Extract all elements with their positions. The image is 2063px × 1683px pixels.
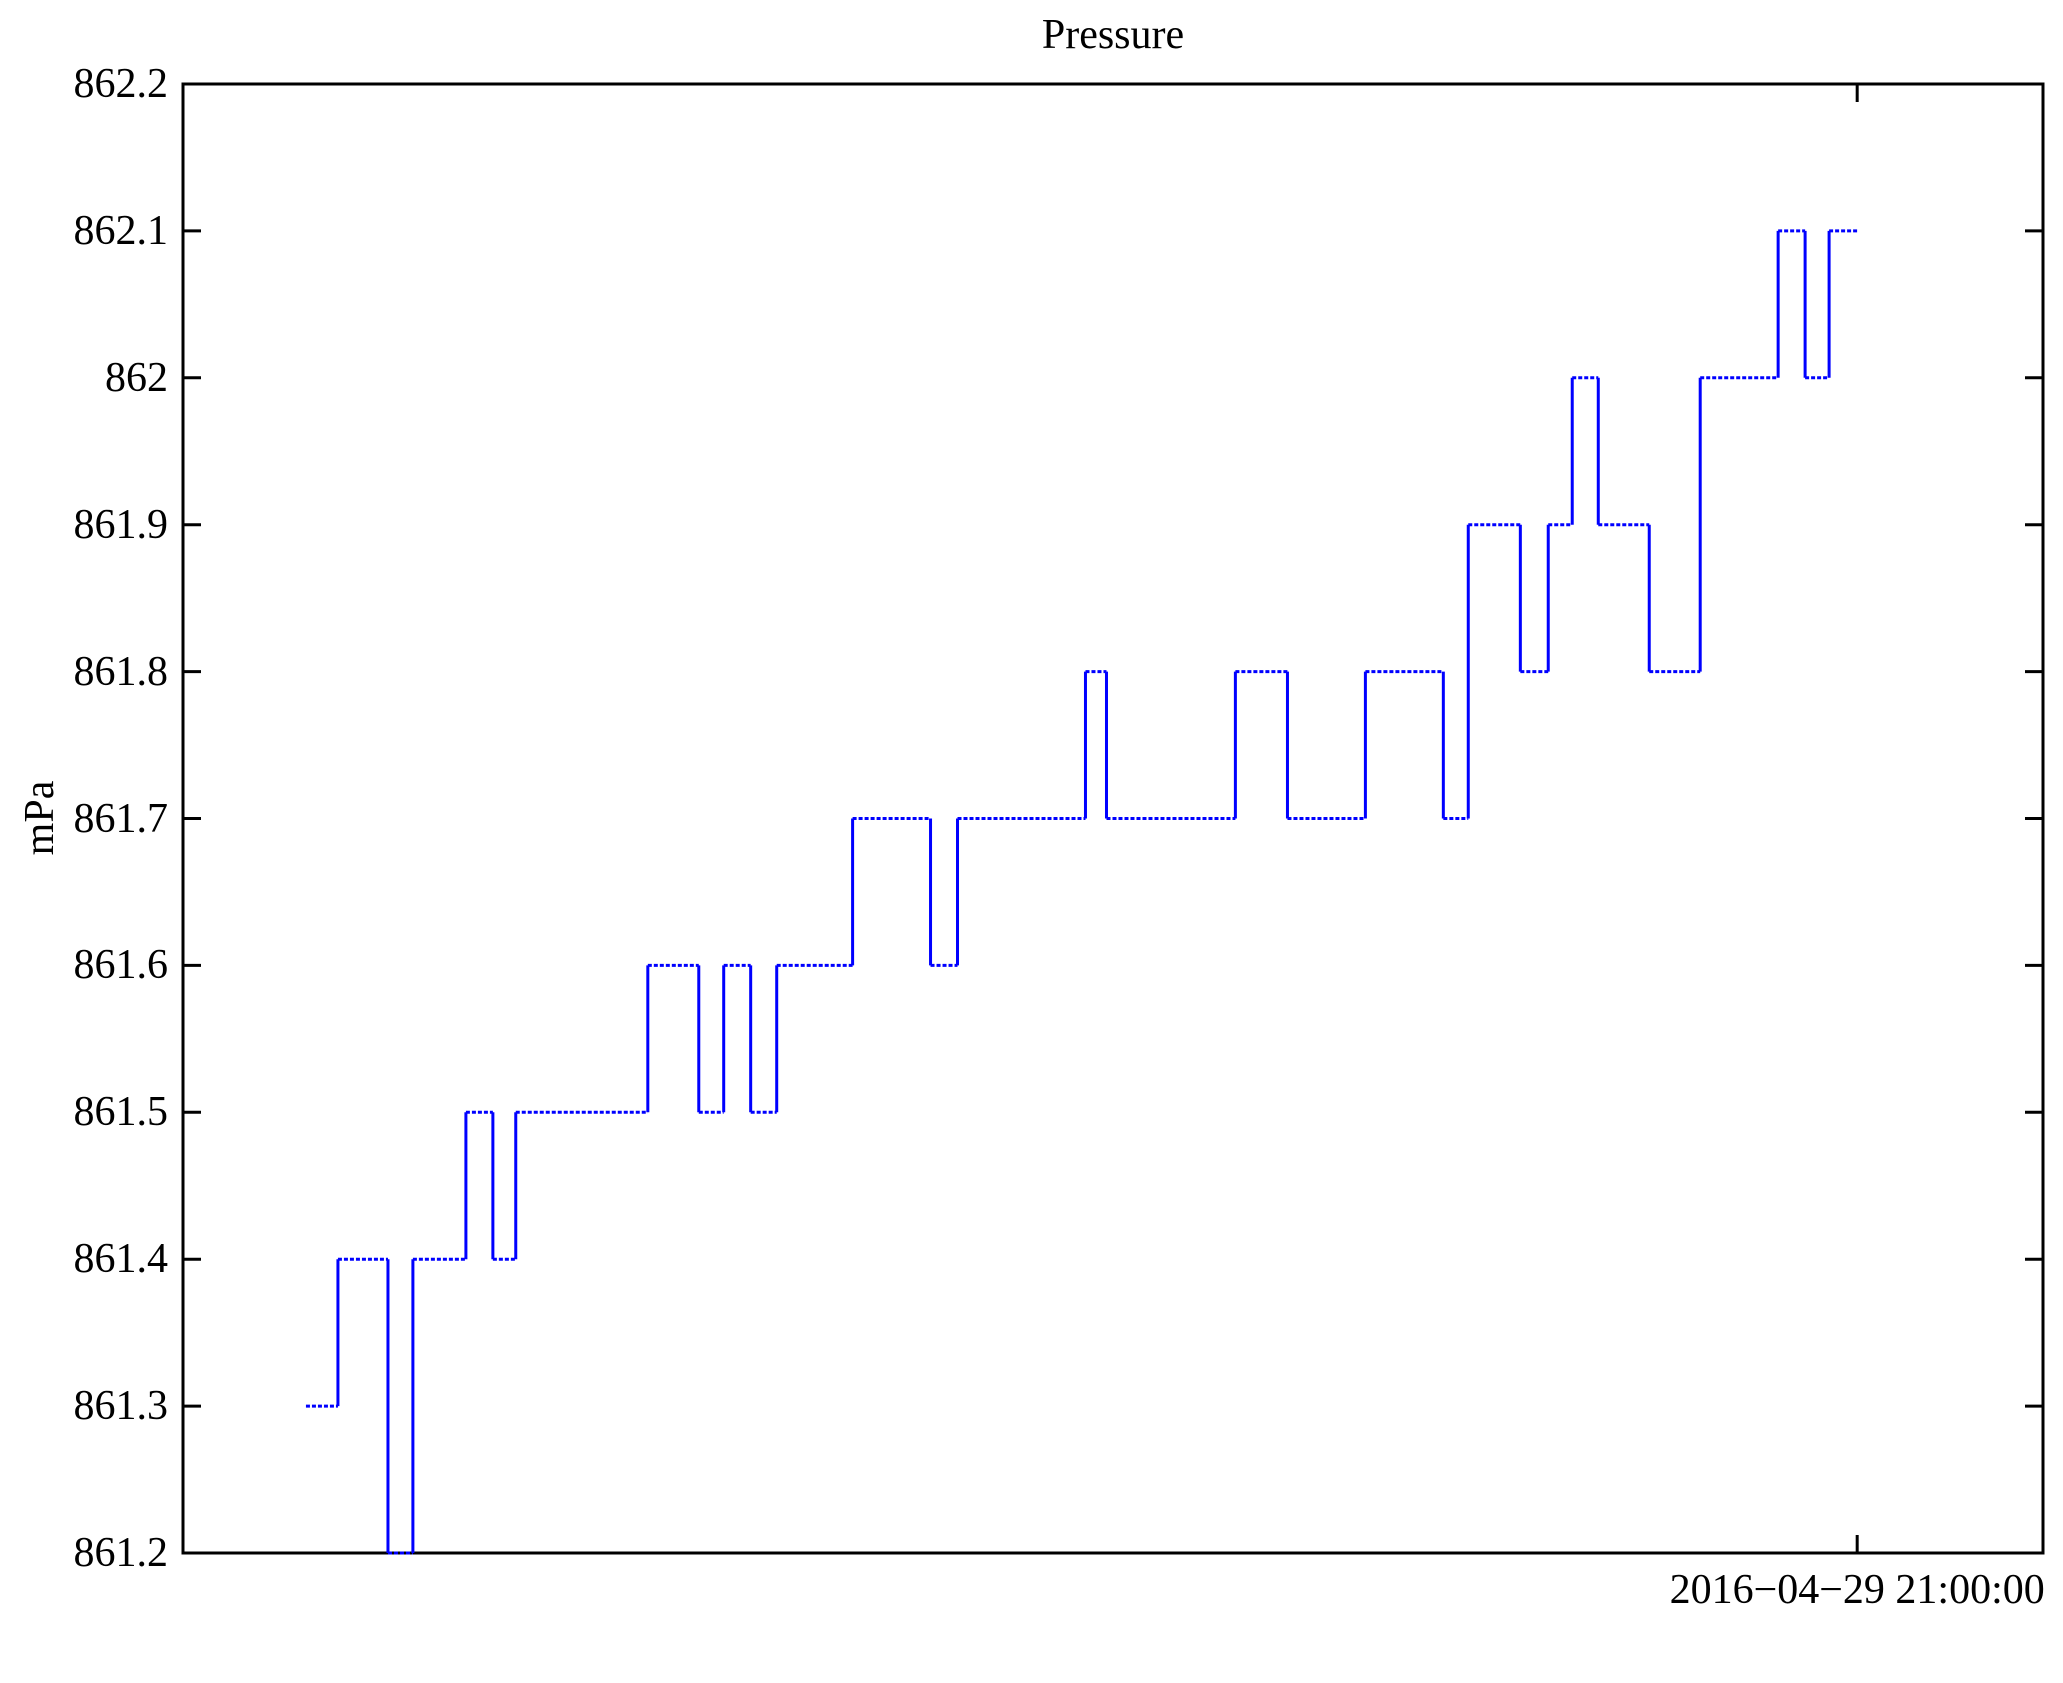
y-tick-label: 861.3 (73, 1383, 169, 1430)
y-tick-label: 861.2 (73, 1530, 169, 1576)
y-tick-label: 861.4 (73, 1236, 169, 1283)
y-tick-label: 862 (105, 354, 168, 401)
y-tick-label: 861.6 (73, 942, 169, 989)
x-tick-label: 2016−04−29 21:00:00 (1669, 1567, 2045, 1613)
series-line-horizontals (305, 229, 1858, 1555)
series-line-verticals (336, 230, 1831, 1553)
y-tick-label: 861.9 (73, 501, 169, 548)
chart-title: Pressure (1041, 12, 1185, 58)
y-tick-label: 862.2 (73, 61, 169, 107)
y-tick-label: 861.5 (73, 1089, 169, 1136)
y-tick-label: 861.7 (73, 795, 169, 842)
y-tick-label: 861.8 (73, 648, 169, 695)
y-tick-label: 862.1 (73, 207, 169, 254)
